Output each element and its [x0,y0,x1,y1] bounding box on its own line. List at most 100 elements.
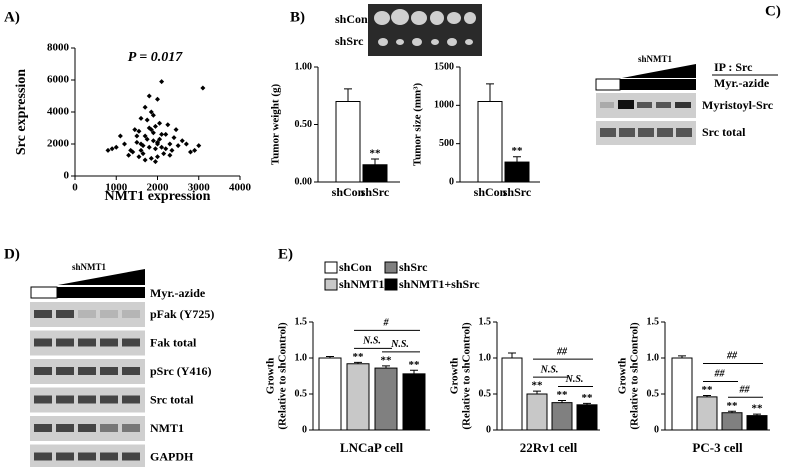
blot-band [78,367,96,375]
point [165,122,171,128]
y-tick-label: 0 [302,424,307,435]
error-bar [703,394,711,397]
error-bar [371,158,379,165]
blot-treatment: shNMT1 [72,262,107,272]
y-tick-label: 1000 [434,100,454,111]
point [126,152,132,158]
blot-band [78,424,96,432]
blot-band [100,424,118,432]
blot-band [100,395,118,404]
x-tick-label: 2000 [147,182,170,194]
bar [335,101,361,183]
y-axis-label: Src expression [14,69,29,155]
error-bar [486,83,494,102]
point [179,138,185,144]
panel-label: C) [765,3,781,19]
point [155,154,160,160]
point [167,141,173,147]
error-bar [753,413,761,416]
point [150,130,156,136]
y-tick-label: 1.0 [295,352,308,363]
point [138,141,144,147]
point [144,117,150,123]
point [159,144,165,150]
point [109,146,115,152]
blot-band [34,452,52,461]
point [148,127,154,133]
significance: ** [582,392,594,404]
y-tick-label: 1.0 [479,352,492,363]
gradient-triangle [58,269,145,285]
y-tick-label: 0 [654,424,659,435]
annotation: P = 0.017 [128,50,184,65]
point [200,85,206,91]
point [157,136,163,142]
error-bar [344,88,352,102]
blot-band [56,395,74,404]
blot-probe: Myr.-azide [714,76,770,90]
point [155,96,160,102]
x-tick-label: shSrc [361,185,390,199]
bar [746,415,768,431]
x-tick-label: shCon [332,185,365,199]
blot-band [34,310,52,318]
point [152,146,158,152]
point [142,157,148,163]
y-axis-label: Tumor size (mm³) [412,82,424,166]
tumors [374,9,476,46]
point [142,133,148,139]
y-axis-label: (Relative to shControl) [629,322,641,430]
point [175,143,181,149]
y-tick-label: 0.5 [295,388,308,399]
legend-swatch [324,278,338,291]
blot-row-label: pSrc (Y416) [150,364,211,378]
error-bar [410,369,418,374]
treatment-box [57,287,145,298]
blot-band [122,395,140,404]
blot-band [100,367,118,375]
blot-band [56,452,74,461]
legend-label: shNMT1 [339,277,384,291]
y-axis-label: Growth [449,358,461,394]
error-bar [354,361,362,364]
bar [402,373,426,431]
chart-title: PC-3 cell [692,440,743,455]
y-tick-label: 0 [64,170,70,182]
point [136,128,142,134]
point [159,131,165,137]
blot-band [78,338,96,347]
significance: ** [727,400,739,412]
x-tick-label: 0 [72,182,78,194]
comparison-label: N.S. [390,339,409,350]
photo-label: shCon [335,12,368,26]
error-bar [583,402,591,405]
point [173,127,179,133]
error-bar [558,399,566,403]
comparison-label: N.S. [565,374,584,385]
blot-band [56,310,74,318]
blot-band [122,338,140,347]
treatment-box [620,79,696,90]
point [128,147,134,153]
point [146,93,152,99]
chart-title: LNCaP cell [340,440,404,455]
y-axis-label: Growth [265,358,277,394]
y-tick-label: 500 [439,138,454,149]
gradient-triangle [622,64,696,78]
x-tick-label: 4000 [229,182,252,194]
y-tick-label: 8000 [47,42,70,54]
significance: ** [353,351,365,363]
comparison-label: ## [739,385,751,396]
blot-band [122,424,140,432]
significance: ** [409,359,421,371]
x-tick-label: 3000 [188,182,211,194]
point [132,127,138,133]
panel-label: E) [278,246,293,262]
significance: ** [702,384,714,396]
x-axis-label: NMT1 expression [105,189,211,204]
blot-row-label: Fak total [150,335,197,349]
point [122,141,127,147]
y-axis-label: (Relative to shControl) [461,322,473,430]
significance: ** [370,148,382,160]
